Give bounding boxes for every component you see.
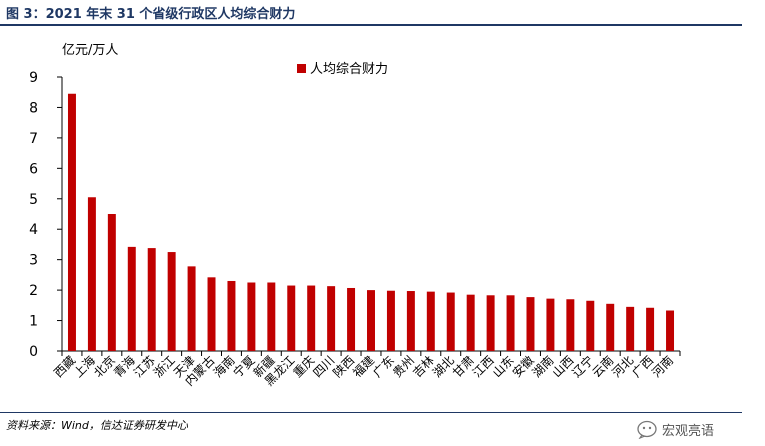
y-tick-label: 6 — [29, 161, 38, 177]
bar — [327, 286, 336, 351]
bar — [606, 303, 615, 351]
bar — [406, 291, 415, 351]
bar — [227, 280, 236, 351]
bar — [107, 214, 116, 351]
y-tick-label: 8 — [29, 100, 38, 116]
legend-label: 人均综合财力 — [310, 62, 388, 77]
y-tick-label: 1 — [29, 314, 38, 330]
watermark: 宏观亮语 — [636, 418, 714, 440]
bar — [127, 246, 136, 351]
bar — [446, 292, 455, 351]
bar — [147, 248, 156, 351]
watermark-text: 宏观亮语 — [662, 423, 715, 439]
bar — [187, 266, 196, 351]
bar — [526, 297, 535, 351]
y-tick-label: 2 — [29, 283, 38, 299]
bar — [307, 285, 316, 351]
bar — [87, 197, 96, 351]
bar — [646, 307, 655, 351]
title-divider — [0, 24, 742, 26]
source-note: 资料来源：Wind，信达证券研发中心 — [6, 419, 188, 432]
bar — [287, 285, 296, 351]
bar — [347, 287, 356, 351]
bar — [546, 298, 555, 351]
bar — [267, 282, 276, 351]
bar — [386, 290, 395, 351]
legend-swatch — [297, 64, 306, 73]
bar — [167, 252, 176, 351]
y-tick-label: 0 — [29, 344, 38, 360]
bar — [207, 277, 216, 351]
bar — [506, 295, 515, 351]
y-axis-unit-label: 亿元/万人 — [62, 43, 118, 58]
bar — [566, 299, 575, 351]
y-tick-label: 4 — [29, 222, 38, 238]
bar — [426, 291, 435, 351]
bar — [247, 282, 256, 351]
bar — [367, 290, 375, 351]
figure-title: 图 3：2021 年末 31 个省级行政区人均综合财力 — [6, 7, 296, 22]
bar — [586, 300, 595, 351]
category-label: 河南 — [649, 353, 677, 381]
footer-divider — [0, 412, 742, 413]
bar — [466, 294, 475, 351]
wechat-official-account-icon — [637, 420, 657, 439]
y-tick-label: 5 — [29, 192, 38, 208]
bar — [666, 310, 675, 351]
bar — [486, 295, 495, 351]
bar — [67, 93, 76, 351]
y-tick-label: 7 — [29, 131, 38, 147]
y-tick-label: 3 — [29, 253, 38, 269]
plot-area: 亿元/万人0123456789西藏上海北京青海江苏浙江天津内蒙古海南宁夏新疆黑龙… — [29, 43, 681, 389]
bar — [626, 306, 635, 351]
y-tick-label: 9 — [29, 70, 38, 86]
